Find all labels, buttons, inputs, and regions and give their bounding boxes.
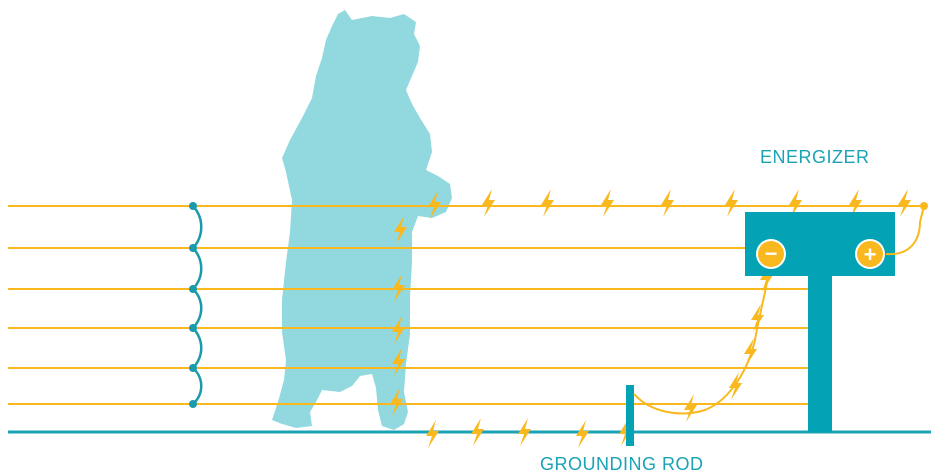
wire-end-node — [920, 202, 928, 210]
return-wire — [633, 257, 772, 415]
lightning-bolt-icon — [482, 189, 495, 217]
lightning-bolt-icon — [725, 189, 738, 217]
energizer-post — [808, 276, 832, 432]
grounding-rod-label: GROUNDING ROD — [540, 454, 704, 474]
lightning-bolt-icon — [576, 420, 589, 448]
negative-terminal-symbol: − — [765, 241, 778, 266]
lightning-bolt-icon — [518, 418, 531, 446]
lightning-bolt-icon — [898, 189, 911, 217]
positive-lead-wire — [885, 205, 925, 256]
fence-wires — [8, 205, 924, 405]
lightning-bolt-icon — [541, 189, 554, 217]
energizer-label: ENERGIZER — [760, 147, 870, 167]
wire-connector — [192, 205, 203, 405]
lightning-bolt-icon — [601, 189, 614, 217]
lightning-bolt-icon — [684, 394, 697, 422]
wire-connector-nodes — [189, 202, 197, 408]
positive-terminal-symbol: + — [864, 242, 877, 267]
bear-silhouette-icon — [272, 10, 452, 430]
negative-terminal: − — [756, 239, 786, 269]
lightning-bolt-icon — [661, 189, 674, 217]
return-wire-sparks — [684, 264, 773, 422]
grounding-rod-icon — [626, 385, 634, 446]
positive-terminal: + — [855, 239, 885, 269]
lightning-bolt-icon — [471, 418, 484, 446]
lightning-bolt-icon — [426, 420, 439, 448]
